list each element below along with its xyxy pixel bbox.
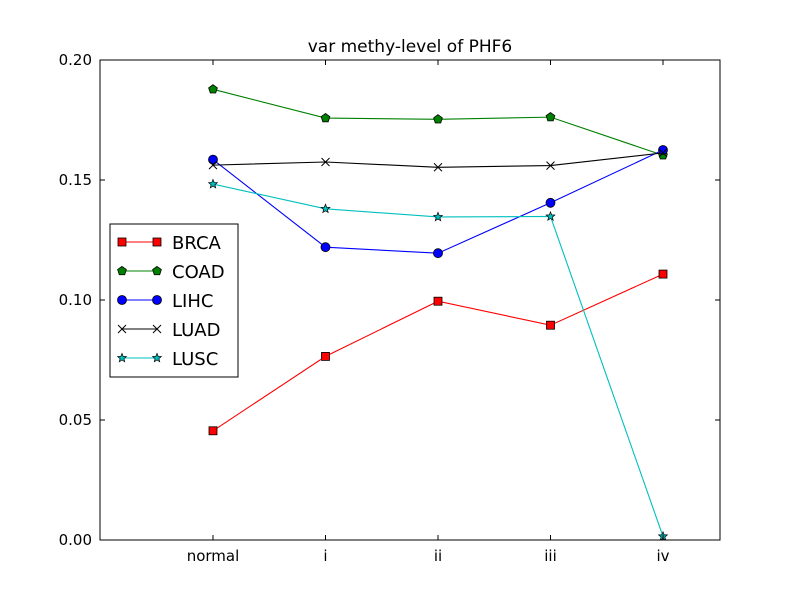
point-lihc-2 bbox=[433, 248, 443, 259]
legend: BRCA COAD LIHC LUAD LUSC bbox=[109, 223, 239, 378]
y-tick-label: 0.10 bbox=[59, 291, 92, 309]
point-coad-0 bbox=[208, 84, 218, 94]
legend-marker-end-brca bbox=[152, 237, 162, 247]
legend-marker-start-brca bbox=[117, 237, 127, 247]
legend-label-coad: COAD bbox=[172, 262, 225, 283]
legend-marker-end-lusc bbox=[151, 352, 163, 363]
point-brca-2 bbox=[433, 296, 443, 306]
legend-marker-start-luad bbox=[117, 324, 127, 334]
chart-title: var methy-level of PHF6 bbox=[308, 37, 512, 57]
point-brca-3 bbox=[546, 320, 555, 330]
legend-label-lusc: LUSC bbox=[172, 349, 218, 370]
x-tick-label: iii bbox=[544, 547, 557, 565]
point-brca-4 bbox=[658, 269, 668, 279]
legend-marker-start-lusc bbox=[116, 352, 128, 363]
legend-marker-end-luad bbox=[152, 324, 162, 334]
point-lihc-3 bbox=[545, 197, 556, 208]
legend-label-brca: BRCA bbox=[172, 233, 222, 254]
legend-marker-start-lihc bbox=[117, 295, 127, 305]
series-markers bbox=[207, 84, 669, 541]
x-tick-label: normal bbox=[187, 547, 240, 565]
point-lihc-1 bbox=[320, 242, 331, 253]
point-coad-3 bbox=[545, 112, 556, 122]
series-lines bbox=[212, 88, 664, 537]
y-tick-label: 0.20 bbox=[59, 51, 92, 69]
legend-marker-start-coad bbox=[117, 265, 127, 276]
point-lihc-4 bbox=[658, 145, 668, 155]
series-line-lihc bbox=[212, 149, 664, 254]
y-tick-label: 0.00 bbox=[59, 531, 92, 549]
point-luad-2 bbox=[433, 162, 443, 172]
x-tick-label: ii bbox=[434, 547, 442, 565]
x-tick-label: i bbox=[323, 547, 327, 565]
legend-marker-end-coad bbox=[152, 265, 162, 276]
point-lihc-0 bbox=[208, 154, 218, 165]
y-tick-label: 0.05 bbox=[59, 411, 92, 429]
point-brca-1 bbox=[321, 351, 330, 361]
series-line-luad bbox=[212, 152, 664, 168]
legend-marker-end-lihc bbox=[152, 295, 162, 305]
point-luad-4 bbox=[658, 148, 668, 158]
point-luad-0 bbox=[208, 160, 218, 170]
point-lusc-3 bbox=[545, 210, 556, 221]
point-coad-1 bbox=[320, 112, 331, 123]
point-lusc-1 bbox=[320, 203, 331, 214]
legend-label-lihc: LIHC bbox=[172, 291, 213, 312]
series-line-lusc bbox=[212, 183, 664, 537]
x-tick-label: iv bbox=[656, 547, 669, 565]
legend-label-luad: LUAD bbox=[172, 320, 220, 341]
y-tick-label: 0.15 bbox=[59, 171, 92, 189]
point-lusc-0 bbox=[207, 178, 219, 189]
point-lusc-2 bbox=[432, 211, 444, 222]
point-luad-3 bbox=[546, 161, 555, 170]
point-coad-2 bbox=[433, 114, 443, 124]
point-luad-1 bbox=[321, 157, 330, 167]
point-brca-0 bbox=[208, 426, 218, 436]
